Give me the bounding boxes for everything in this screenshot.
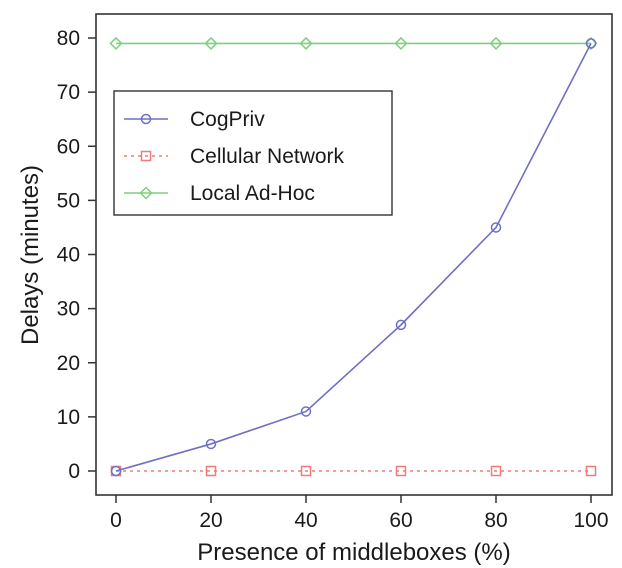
plot-frame	[95, 13, 613, 496]
data-point-cogpriv	[205, 438, 217, 450]
x-axis: 0 20 40 60 80 100	[110, 495, 609, 532]
x-axis-title: Presence of middleboxes (%)	[197, 539, 510, 566]
data-point-cogpriv	[490, 222, 502, 233]
y-tick-label: 40	[57, 244, 80, 267]
legend-box	[113, 90, 393, 216]
x-tick-label: 100	[573, 509, 608, 532]
x-tick-label: 20	[199, 509, 222, 532]
legend-marker-cellular-network	[140, 150, 152, 162]
data-point-cellular-network	[490, 465, 502, 477]
legend-label-cogpriv: CogPriv	[190, 108, 265, 131]
data-point-local-ad-hoc	[204, 36, 218, 50]
y-tick-label: 70	[57, 81, 80, 104]
y-tick-label: 60	[57, 135, 80, 158]
data-point-cogpriv	[585, 38, 597, 49]
data-point-local-ad-hoc	[394, 36, 408, 50]
data-point-local-ad-hoc	[109, 36, 123, 50]
legend: CogPriv Cellular Network Local Ad-Hoc	[113, 90, 393, 216]
y-tick-label: 80	[57, 27, 80, 50]
y-tick-label: 30	[57, 298, 80, 321]
data-point-cellular-network	[205, 465, 217, 477]
legend-marker-cogpriv	[140, 113, 152, 125]
data-point-cogpriv	[110, 465, 122, 477]
y-tick-label: 0	[68, 460, 80, 483]
series-line-cogpriv	[115, 43, 592, 472]
data-point-cellular-network	[395, 465, 407, 477]
x-tick-label: 0	[110, 509, 122, 532]
data-point-cellular-network	[585, 465, 597, 477]
y-axis: 0 10 20 30 40 50 60 70 80	[57, 27, 96, 483]
data-point-cogpriv	[300, 406, 312, 417]
x-tick-label: 80	[484, 509, 507, 532]
data-point-local-ad-hoc	[489, 36, 503, 50]
data-point-local-ad-hoc	[299, 36, 313, 50]
legend-label-cellular-network: Cellular Network	[190, 145, 345, 168]
series-layer	[109, 36, 598, 477]
y-axis-title: Delays (minutes)	[17, 165, 44, 345]
y-tick-label: 10	[57, 406, 80, 429]
data-point-cellular-network	[300, 465, 312, 477]
x-tick-label: 40	[294, 509, 317, 532]
x-tick-label: 60	[389, 509, 412, 532]
y-tick-label: 50	[57, 189, 80, 212]
legend-marker-local-ad-hoc	[139, 186, 153, 200]
data-point-cogpriv	[395, 319, 407, 331]
legend-label-local-ad-hoc: Local Ad-Hoc	[190, 182, 315, 205]
y-tick-label: 20	[57, 352, 80, 375]
